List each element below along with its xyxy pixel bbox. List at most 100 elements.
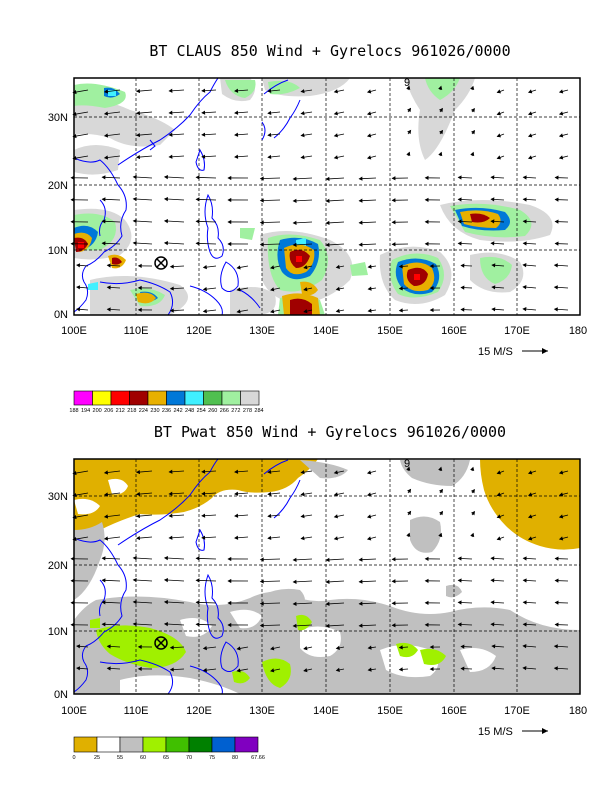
wind-vector-head: [460, 644, 465, 649]
wind-vector-head: [522, 622, 527, 627]
wind-vector-head: [325, 557, 330, 563]
wind-vector-head: [236, 668, 241, 673]
colorbar-label: 80: [232, 755, 238, 761]
wind-vector-head: [553, 285, 558, 290]
wind-vector-head: [163, 218, 168, 224]
wind-vector-head: [333, 514, 338, 519]
wind-vector-head: [103, 492, 109, 497]
wind-vector-head: [101, 556, 106, 561]
wind-vector: [293, 221, 313, 224]
xtick-150e: 150E: [377, 705, 403, 717]
wind-vector-head: [429, 666, 434, 672]
wind-vector-head: [132, 174, 137, 180]
wind-vector-head: [292, 242, 297, 247]
wind-vector: [164, 579, 185, 582]
wind-vector-head: [366, 514, 372, 519]
wind-vector-head: [496, 470, 501, 475]
wind-vector-head: [333, 133, 338, 138]
colorbar-swatch: [166, 390, 186, 406]
wind-vector-head: [292, 601, 297, 606]
wind-vector-head: [303, 265, 308, 270]
wind-vector-head: [169, 645, 174, 650]
wind-vector-head: [195, 622, 200, 627]
wind-vector-head: [457, 219, 462, 224]
wind-vector-head: [163, 577, 168, 583]
wind-vector-head: [522, 285, 527, 290]
colorbar-swatch: [211, 736, 236, 753]
wind-vector-head: [201, 469, 206, 474]
wind-vector: [260, 558, 281, 560]
wind-vector-head: [335, 645, 340, 650]
colorbar-swatch: [188, 736, 213, 753]
pwat-gyre-marker: [154, 636, 168, 650]
wind-vector-head: [558, 536, 564, 541]
wind-vector-head: [457, 241, 462, 246]
wind-vector-head: [201, 132, 206, 137]
wind-vector-head: [137, 666, 142, 672]
wind-vector-head: [457, 622, 462, 627]
colorbar-swatch: [96, 736, 121, 753]
wind-vector-head: [491, 644, 496, 649]
wind-vector-head: [76, 263, 81, 268]
wind-vector-head: [391, 557, 396, 562]
claus-wind-vectors: [70, 85, 569, 314]
wind-vector: [260, 221, 281, 223]
wind-vector: [260, 602, 281, 604]
wind-vector: [133, 623, 153, 626]
xtick-160e: 160E: [441, 705, 467, 717]
wind-vector-head: [303, 668, 308, 673]
xtick-120e: 120E: [186, 325, 212, 337]
wind-vector-head: [553, 307, 558, 312]
wind-vector-head: [496, 155, 501, 160]
ytick-20n: 20N: [48, 180, 68, 192]
wind-vector-head: [407, 488, 412, 494]
pwat-frame: [73, 458, 581, 695]
wind-vector-head: [527, 111, 533, 116]
xtick-170e: 170E: [504, 325, 530, 337]
wind-vector-head: [234, 535, 239, 540]
xtick-160e: 160E: [441, 325, 467, 337]
pwat-xticks: 100E 110E 120E 130E 140E 150E 160E 170E …: [61, 705, 587, 717]
ytick-0n: 0N: [54, 689, 68, 701]
wind-vector-head: [163, 174, 168, 180]
wind-vector-head: [522, 307, 527, 312]
wind-vector-head: [333, 492, 338, 497]
wind-vector-head: [398, 645, 403, 650]
wind-vector-head: [366, 111, 372, 116]
wind-vector-head: [522, 556, 527, 561]
wind-vector: [196, 601, 217, 604]
wind-vector-head: [168, 513, 173, 518]
wind-vector-head: [457, 197, 462, 202]
wind-vector-head: [554, 600, 559, 605]
wind-vector-head: [76, 285, 81, 290]
wind-vector-head: [201, 88, 206, 93]
wind-vector-head: [491, 307, 496, 312]
colorbar-swatch: [147, 390, 167, 406]
wind-vector: [260, 199, 281, 201]
wind-vector: [293, 177, 313, 180]
wind-vector: [293, 624, 313, 627]
wind-vector-head: [471, 510, 476, 516]
wind-vector-head: [527, 536, 533, 541]
wind-vector-head: [202, 668, 207, 673]
wind-vector-head: [407, 129, 412, 135]
wind-vector-head: [101, 600, 106, 605]
wind-vector-head: [554, 197, 559, 202]
colorbar-label: 65: [163, 755, 169, 761]
colorbar-swatch: [73, 390, 93, 406]
xtick-100e: 100E: [61, 325, 87, 337]
wind-vector-head: [201, 110, 206, 115]
wind-vector-head: [367, 264, 372, 269]
wind-vector-head: [136, 513, 141, 519]
wind-vector: [293, 243, 313, 246]
wind-vector-head: [490, 578, 495, 583]
colorbar-label: 272: [231, 408, 240, 414]
wind-vector-head: [496, 111, 501, 116]
xtick-100e: 100E: [61, 705, 87, 717]
wind-vector-head: [132, 196, 137, 202]
wind-vector-head: [527, 89, 533, 94]
wind-vector-head: [169, 264, 174, 269]
colorbar-label: 0: [72, 755, 75, 761]
xtick-120e: 120E: [186, 705, 212, 717]
